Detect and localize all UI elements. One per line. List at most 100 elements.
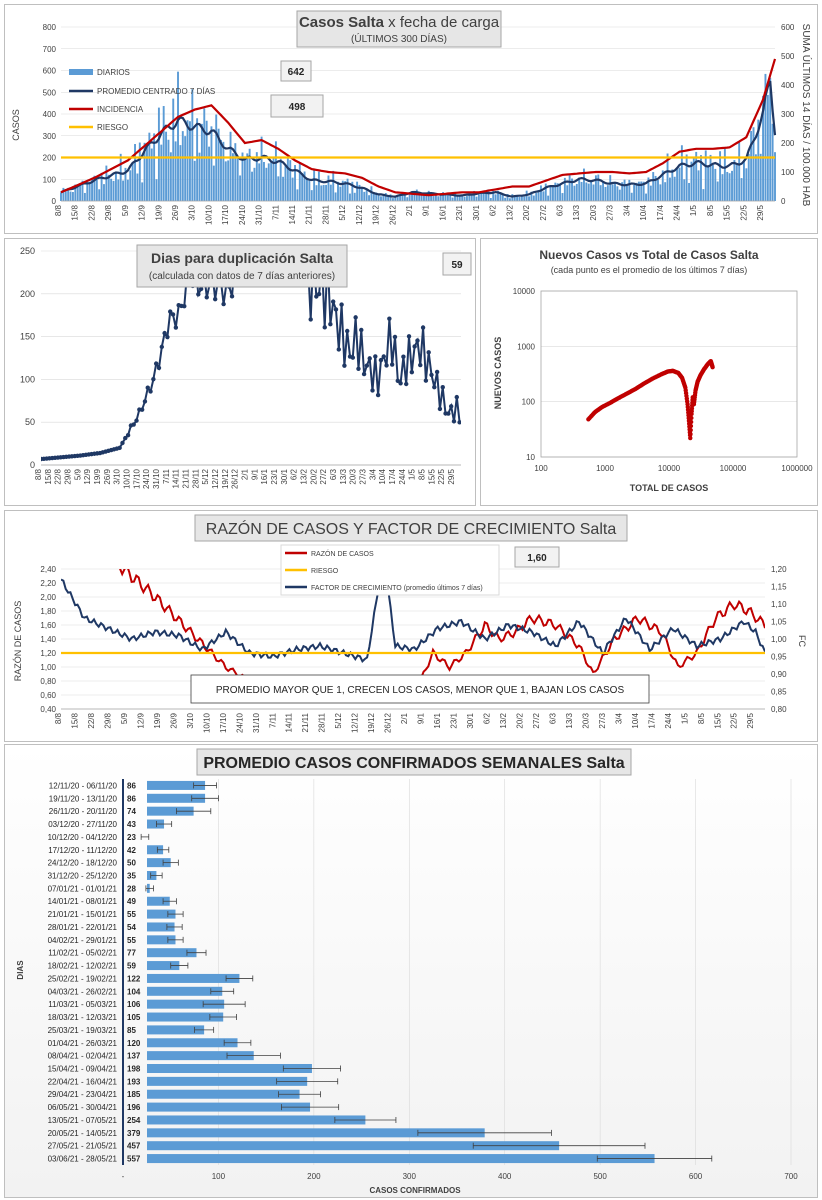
x-tick-label: 10/4: [631, 712, 640, 728]
daily-bar: [700, 155, 702, 201]
doubling-point: [336, 347, 341, 352]
doubling-point: [148, 389, 153, 394]
bar-value-label: 104: [127, 987, 141, 996]
y-tick-label: 0: [52, 197, 57, 206]
doubling-point: [401, 354, 406, 359]
daily-bar: [621, 182, 624, 201]
daily-bar: [131, 162, 134, 201]
weekly-bar: [147, 909, 176, 919]
daily-bar: [592, 184, 595, 201]
daily-bar: [747, 153, 750, 201]
weekly-bar: [147, 845, 164, 855]
daily-bar: [544, 183, 547, 201]
x-tick-label: 1/5: [680, 712, 689, 724]
chart-title: RAZÓN DE CASOS Y FACTOR DE CRECIMIENTO S…: [206, 519, 617, 538]
bar-value-label: 193: [127, 1077, 141, 1086]
weekly-average-chart-panel: PROMEDIO CASOS CONFIRMADOS SEMANALES Sal…: [4, 744, 818, 1198]
daily-bar: [255, 152, 258, 201]
daily-bar: [430, 191, 433, 201]
doubling-point: [404, 381, 409, 387]
daily-bar: [231, 153, 234, 201]
daily-bar: [485, 192, 488, 201]
doubling-point: [434, 369, 440, 375]
y2-tick-label: 1,20: [771, 565, 787, 574]
bar-value-label: 120: [127, 1039, 141, 1048]
chart-title: Dias para duplicación Salta: [151, 250, 333, 266]
daily-bar: [754, 154, 757, 201]
category-label: 28/01/21 - 22/01/21: [48, 923, 118, 932]
daily-bar: [473, 190, 476, 201]
daily-bar: [721, 174, 724, 201]
category-label: 04/03/21 - 26/02/21: [48, 987, 118, 996]
bar-value-label: 196: [127, 1103, 141, 1112]
x-tick-label: 12/12: [211, 468, 220, 489]
daily-bar: [146, 143, 148, 201]
daily-bar: [590, 181, 593, 201]
doubling-point: [165, 334, 170, 340]
daily-bar: [160, 144, 163, 201]
y-tick-label: 800: [43, 23, 57, 32]
x-tick-label: 21/11: [181, 468, 190, 488]
x-tick-label: 3/4: [622, 204, 631, 216]
daily-bar: [566, 185, 569, 201]
daily-bar: [263, 161, 265, 201]
daily-bar: [726, 171, 729, 201]
daily-bar: [649, 185, 652, 201]
doubling-point: [139, 407, 145, 412]
daily-bar: [332, 170, 335, 201]
bar-value-label: 198: [127, 1065, 141, 1074]
daily-bar: [74, 184, 77, 201]
doubling-days-chart-panel: 0 50 100 150 200 250 8/8 15/8 22/8 29/8 5/9 12/9 19/…: [4, 238, 476, 506]
daily-bar: [664, 182, 667, 201]
weekly-bar: [147, 819, 165, 829]
daily-bar: [198, 152, 201, 201]
daily-bar: [169, 152, 172, 201]
daily-bar: [456, 195, 459, 201]
daily-bar: [346, 178, 349, 201]
daily-bar: [138, 142, 141, 201]
doubling-point: [448, 404, 454, 409]
daily-bar: [520, 195, 523, 201]
daily-bar: [124, 167, 127, 201]
y-tick-label: 200: [20, 289, 35, 299]
daily-bar: [327, 175, 330, 201]
bar-value-label: 35: [127, 872, 136, 881]
daily-bar: [487, 189, 490, 201]
daily-bar: [243, 157, 246, 201]
daily-bar: [224, 161, 227, 201]
bar-value-label: 77: [127, 949, 136, 958]
x-tick-label: 14/11: [285, 712, 294, 732]
y-tick-label: 2,00: [40, 593, 56, 602]
x-tick-label: 1/5: [408, 468, 417, 480]
doubling-point: [156, 365, 162, 371]
weekly-bar: [147, 858, 171, 868]
chart-subtitle: (cada punto es el promedio de los último…: [551, 265, 748, 275]
category-label: 18/03/21 - 12/03/21: [48, 1013, 118, 1022]
plot-area: 0,40 0,60 0,80 1,00 1,20 1,40 1,60 1,80 2,00 2,20…: [40, 565, 787, 733]
x-tick-label: 26/12: [384, 712, 393, 733]
daily-bar: [167, 139, 170, 201]
daily-bar: [585, 182, 588, 201]
daily-bar: [380, 196, 382, 201]
daily-bar: [67, 187, 70, 201]
daily-bar: [310, 190, 313, 201]
y2-tick-label: 300: [781, 110, 795, 119]
x-tick-label: 16/1: [260, 468, 269, 484]
daily-bar: [358, 184, 361, 201]
bar-value-label: 557: [127, 1155, 141, 1164]
x-tick-label: 6/3: [329, 468, 338, 480]
doubling-point: [418, 362, 423, 368]
y2-tick-label: 1,10: [771, 600, 787, 609]
daily-bar: [191, 89, 194, 201]
category-label: 01/04/21 - 26/03/21: [48, 1039, 118, 1048]
daily-bar: [239, 175, 242, 201]
weekly-bar: [147, 1076, 308, 1086]
daily-bar: [697, 170, 700, 201]
plot-frame: [540, 290, 798, 458]
daily-bar: [501, 193, 504, 201]
daily-bar: [83, 192, 86, 201]
doubling-point: [432, 384, 437, 390]
y2-axis-label: SUMA ÚLTIMOS 14 DÍAS / 100.000 HAB: [800, 24, 813, 207]
daily-bar: [117, 179, 120, 201]
daily-bar: [463, 196, 466, 201]
